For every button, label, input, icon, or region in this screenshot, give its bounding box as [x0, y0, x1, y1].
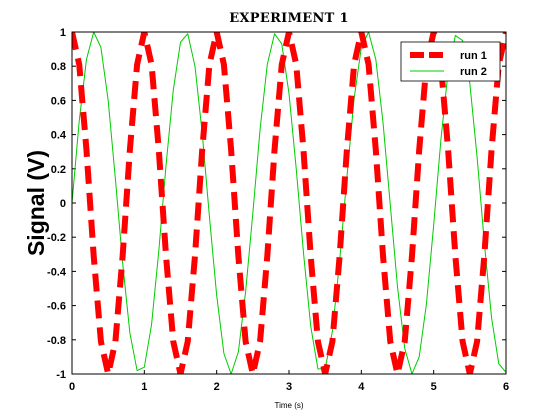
y-tick-label: -1 [56, 369, 66, 381]
y-tick-label: 0.6 [51, 95, 66, 107]
x-axis-label: Time (s) [274, 401, 303, 410]
plot-area-frame [71, 31, 507, 375]
y-tick-label: 0.4 [51, 130, 67, 142]
legend-box [400, 41, 501, 82]
x-tick-label: 5 [431, 381, 437, 393]
y-tick-label: -0.2 [47, 232, 66, 244]
series-layer [72, 32, 506, 374]
y-tick-label: 0.2 [51, 164, 66, 176]
x-tick-label: 3 [286, 381, 292, 393]
y-tick-label: -0.8 [47, 335, 66, 347]
axis-ticks: 0 1 2 3 4 5 6 1 0.8 0.6 0.4 0.2 0 -0.2 -0.4 -0.6 -0.8 -1 [47, 27, 509, 393]
x-tick-label: 6 [503, 381, 509, 393]
x-tick-label: 1 [141, 381, 147, 393]
legend-label-run-2: run 2 [460, 66, 487, 78]
legend-label-run-1: run 1 [460, 50, 487, 62]
y-tick-label: -0.6 [47, 301, 66, 313]
x-tick-label: 0 [69, 381, 75, 393]
legend: run 1 run 2 [400, 41, 501, 82]
y-axis-label: Signal (V) [23, 150, 49, 256]
y-tick-label: 0.8 [51, 61, 66, 73]
series-line-run-2 [72, 32, 506, 374]
y-tick-label: -0.4 [47, 266, 67, 278]
y-tick-label: 0 [60, 198, 66, 210]
x-tick-label: 2 [214, 381, 220, 393]
chart-title: EXPERIMENT 1 [229, 11, 349, 26]
x-tick-label: 4 [358, 381, 365, 393]
y-tick-label: 1 [60, 27, 66, 39]
